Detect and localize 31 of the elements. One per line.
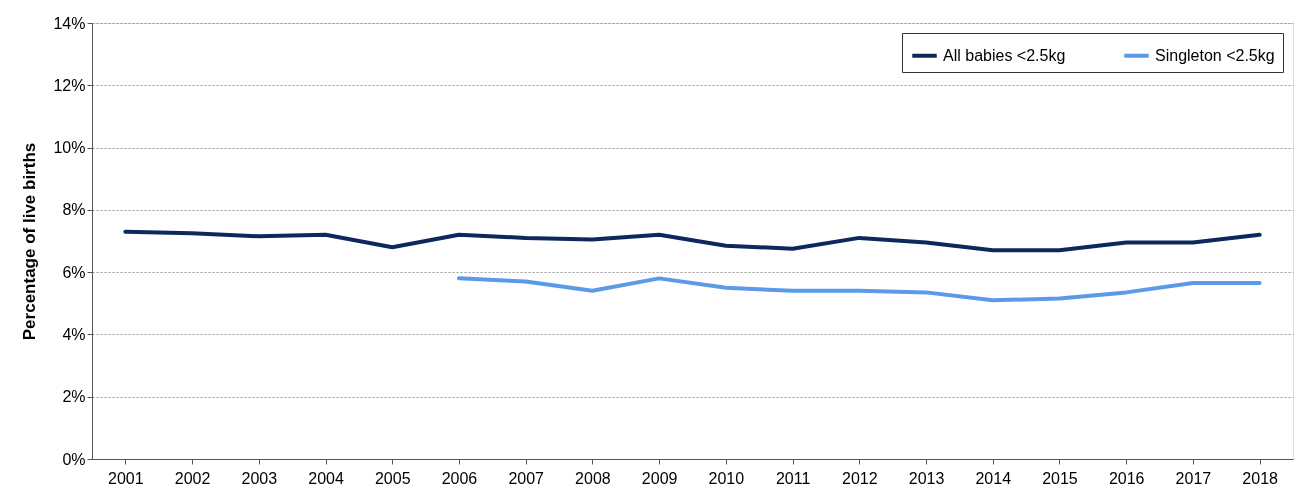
x-tick-label: 2011 [775, 469, 811, 487]
x-tick-label: 2008 [575, 469, 611, 487]
x-tick-label: 2009 [641, 469, 678, 487]
y-tick-label: 12% [53, 76, 86, 94]
y-tick-label: 4% [62, 325, 86, 343]
y-tick-label: 10% [53, 139, 86, 157]
y-tick-label: 14% [53, 14, 86, 32]
x-tick-label: 2002 [174, 469, 211, 487]
y-axis-title: Percentage of live births [20, 142, 40, 341]
x-tick-label: 2010 [708, 469, 745, 487]
x-tick-label: 2015 [1042, 469, 1078, 487]
x-tick-label: 2018 [1242, 469, 1279, 487]
legend-label: All babies <2.5kg [943, 46, 1066, 64]
x-tick-label: 2005 [374, 469, 411, 487]
line-series [456, 276, 1262, 303]
y-tick-label: 2% [62, 388, 86, 406]
x-tick-label: 2003 [241, 469, 278, 487]
x-tick-label: 2017 [1175, 469, 1212, 487]
x-tick-label: 2014 [975, 469, 1012, 487]
x-tick-label: 2016 [1108, 469, 1145, 487]
x-tick-label: 2013 [908, 469, 945, 487]
legend-label: Singleton <2.5kg [1155, 46, 1275, 64]
x-tick-label: 2006 [441, 469, 478, 487]
y-tick-label: 8% [62, 201, 86, 219]
y-tick-label: 0% [62, 450, 86, 468]
y-tick-label: 6% [62, 263, 86, 281]
x-tick-label: 2004 [308, 469, 344, 487]
x-tick-label: 2007 [508, 469, 545, 487]
x-tick-label: 2012 [842, 469, 878, 487]
x-tick-label: 2001 [108, 469, 144, 487]
line-series [123, 229, 1262, 253]
